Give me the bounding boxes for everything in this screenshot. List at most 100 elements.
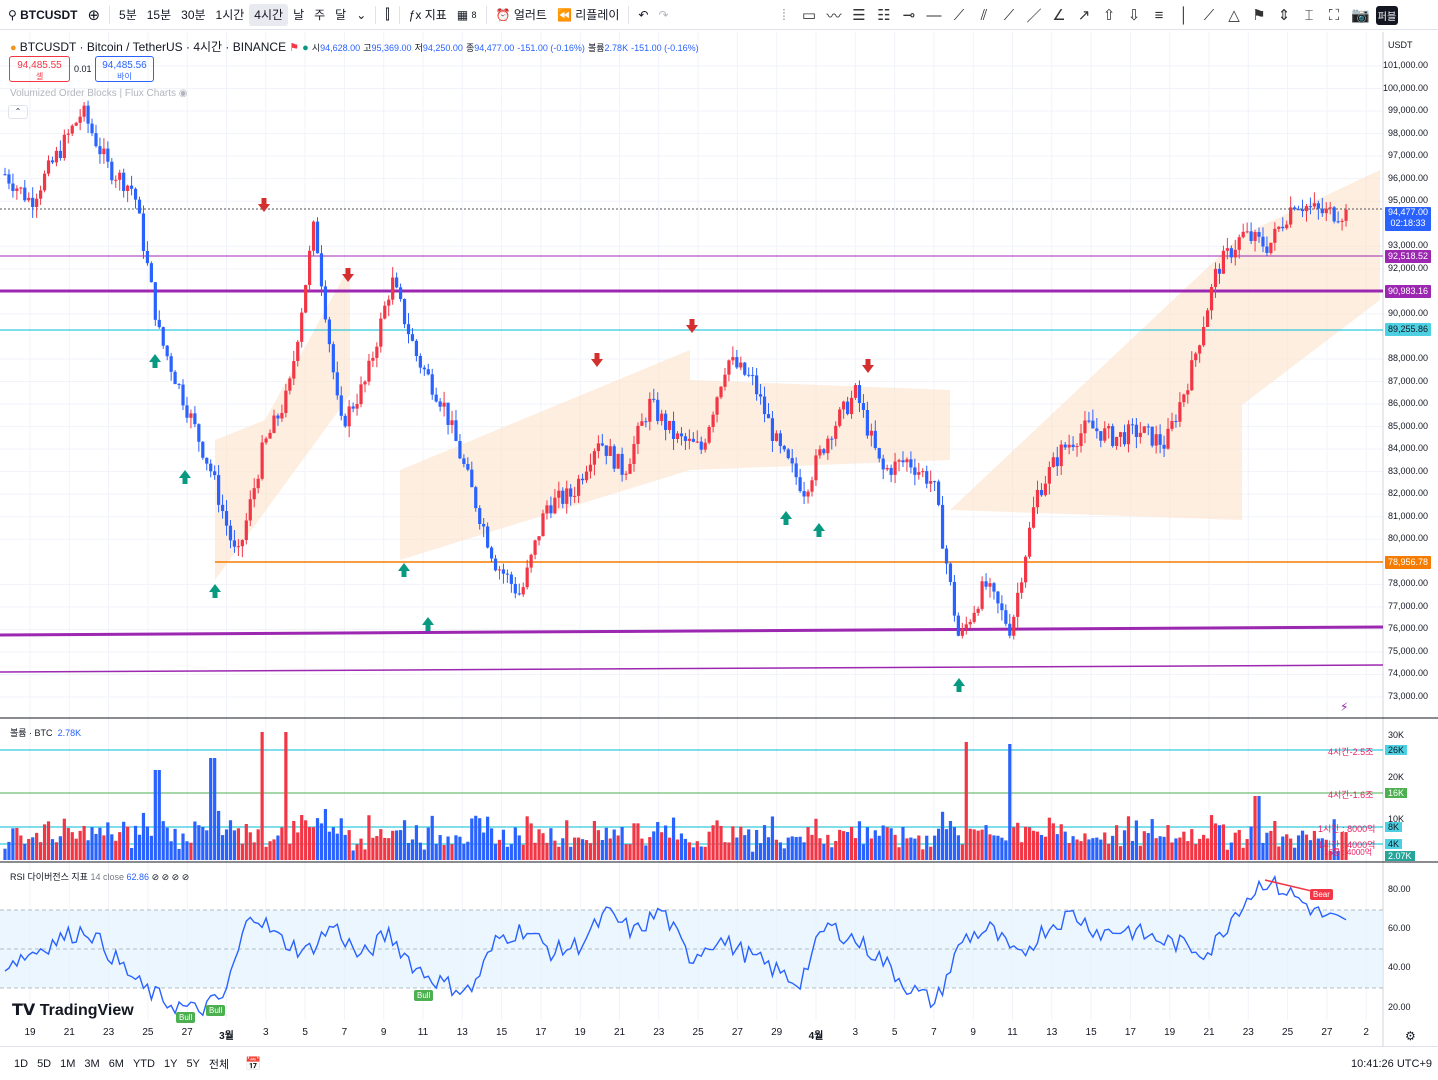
volume-bar bbox=[430, 815, 434, 860]
fullscreen-icon[interactable]: ⛶ bbox=[1328, 6, 1340, 24]
candle-body bbox=[644, 421, 648, 423]
range-ytd[interactable]: YTD bbox=[132, 1057, 155, 1070]
range-5d[interactable]: 5D bbox=[37, 1057, 52, 1070]
eye-icon[interactable]: ◉ bbox=[178, 88, 188, 99]
angle-tool-icon[interactable]: ∠ bbox=[1052, 7, 1066, 24]
interval-dropdown-icon[interactable]: ⌄ bbox=[356, 7, 367, 22]
trendline-tool-icon[interactable]: ⟋ bbox=[953, 6, 965, 24]
volume-bar bbox=[509, 844, 513, 860]
volume-bar bbox=[331, 827, 335, 860]
symbol-search[interactable]: ⚲ BTCUSDT bbox=[8, 7, 78, 22]
candle-body bbox=[1213, 268, 1218, 288]
interval-month[interactable]: 달 bbox=[335, 8, 347, 22]
fib-ext-tool-icon[interactable]: ☷ bbox=[877, 7, 891, 24]
candle-body bbox=[410, 334, 415, 341]
currency-label[interactable]: USDT bbox=[1388, 40, 1413, 50]
redo-icon[interactable]: ↷ bbox=[658, 7, 669, 22]
flag-tool-icon[interactable]: ⚑ bbox=[1252, 7, 1266, 24]
close-value: 94,477.00 bbox=[474, 43, 515, 53]
channel-tool-icon[interactable]: ⫽ bbox=[980, 6, 988, 24]
indicators-button[interactable]: ƒx 지표 bbox=[408, 7, 447, 23]
triangle-tool-icon[interactable]: △ bbox=[1228, 7, 1240, 24]
candle-body bbox=[54, 150, 59, 163]
rsi-settings-icons[interactable]: ⊘ ⊘ ⊘ ⊘ bbox=[151, 872, 190, 882]
interval-1h[interactable]: 1시간 bbox=[215, 8, 245, 22]
time-tick: 9 bbox=[380, 1027, 387, 1038]
pitchfork-tool-icon[interactable]: ⟋ bbox=[1003, 6, 1015, 24]
range-1d[interactable]: 1D bbox=[14, 1057, 29, 1070]
interval-week[interactable]: 주 bbox=[314, 8, 326, 22]
time-tick: 2 bbox=[1363, 1027, 1369, 1038]
range-3m[interactable]: 3M bbox=[84, 1057, 100, 1070]
interval-15m[interactable]: 15분 bbox=[146, 8, 172, 22]
tv-logo-icon: 𝗧𝗩 bbox=[12, 1002, 40, 1019]
layouts-button[interactable]: ▦ 8 bbox=[456, 7, 477, 22]
volume-bar bbox=[292, 820, 296, 860]
hline-ray-tool-icon[interactable]: ⊸ bbox=[902, 7, 916, 24]
chart-type-icon[interactable]: ⫿ bbox=[385, 6, 390, 22]
volume-bar bbox=[624, 844, 628, 860]
lightning-icon[interactable]: ⚡ bbox=[1340, 700, 1349, 714]
range-6m[interactable]: 6M bbox=[108, 1057, 124, 1070]
volume-bar bbox=[1130, 840, 1135, 860]
candle-body bbox=[1126, 424, 1131, 445]
buy-button[interactable]: 94,485.56 바이 bbox=[95, 56, 154, 82]
candle-body bbox=[466, 463, 470, 470]
volume-bar bbox=[545, 842, 549, 860]
drag-handle-icon[interactable]: ⁞ bbox=[781, 6, 787, 24]
brush-tool-icon[interactable]: ⟋ bbox=[1203, 6, 1215, 24]
rectangle-tool-icon[interactable]: ▭ bbox=[801, 7, 817, 24]
undo-icon[interactable]: ↶ bbox=[638, 7, 649, 22]
sell-signal-arrow bbox=[342, 268, 354, 282]
volume-bar bbox=[758, 843, 763, 860]
range-1m[interactable]: 1M bbox=[60, 1057, 76, 1070]
flag-icon[interactable]: ⚑ bbox=[289, 42, 300, 54]
candle-body bbox=[612, 446, 616, 469]
hline-tool-icon[interactable]: — bbox=[926, 6, 942, 24]
volume-bar bbox=[66, 828, 70, 860]
tradingview-logo[interactable]: 𝗧𝗩 TradingView bbox=[12, 1002, 134, 1019]
candle-body bbox=[402, 298, 407, 325]
buy-signal-arrow bbox=[780, 511, 792, 525]
alert-button[interactable]: ⏰ 얼러트 bbox=[495, 7, 547, 23]
text-tool-icon[interactable]: ≡ bbox=[1154, 6, 1164, 24]
arrow-tool-icon[interactable]: ↗ bbox=[1077, 7, 1091, 24]
interval-day[interactable]: 날 bbox=[293, 8, 305, 22]
time-axis-settings-icon[interactable]: ⚙ bbox=[1405, 1029, 1416, 1043]
ray-tool-icon[interactable]: ／ bbox=[1026, 7, 1042, 25]
chart-canvas[interactable] bbox=[0, 30, 1438, 1046]
volume-bar bbox=[410, 839, 415, 860]
candle-body bbox=[1253, 232, 1257, 241]
volume-bar bbox=[145, 826, 150, 860]
range-tool-icon[interactable]: ⇕ bbox=[1277, 7, 1291, 24]
volume-bar bbox=[790, 836, 794, 860]
clock-time: 10:41:26 UTC+9 bbox=[1350, 1057, 1432, 1070]
arrow-up-tool-icon[interactable]: ⇧ bbox=[1102, 7, 1116, 24]
sell-button[interactable]: 94,485.55 셀 bbox=[9, 56, 70, 82]
cursor-tool-icon[interactable]: ⌶ bbox=[1304, 6, 1314, 24]
volume-bar bbox=[1194, 844, 1198, 860]
candle-body bbox=[948, 563, 953, 582]
goto-date-icon[interactable]: 📅 bbox=[245, 1055, 262, 1071]
arrow-down-tool-icon[interactable]: ⇩ bbox=[1127, 7, 1141, 24]
time-tick: 21 bbox=[63, 1027, 75, 1038]
range-1y[interactable]: 1Y bbox=[163, 1057, 178, 1070]
range-5y[interactable]: 5Y bbox=[186, 1057, 200, 1070]
vline-tool-icon[interactable]: │ bbox=[1179, 6, 1189, 24]
volume-bar bbox=[1063, 831, 1067, 860]
candle-body bbox=[66, 133, 70, 135]
fib-tool-icon[interactable]: ☰ bbox=[852, 7, 866, 24]
camera-icon[interactable]: 📷 bbox=[1351, 7, 1370, 24]
publish-button[interactable]: 퍼블 bbox=[1376, 5, 1398, 25]
path-tool-icon[interactable]: 〰 bbox=[826, 7, 842, 25]
interval-30m[interactable]: 30분 bbox=[181, 8, 206, 22]
compare-button[interactable]: ⊕ bbox=[87, 6, 101, 24]
interval-4h[interactable]: 4시간 bbox=[249, 3, 289, 26]
replay-button[interactable]: ⏪ 리플레이 bbox=[556, 7, 620, 23]
candle-body bbox=[482, 524, 486, 527]
interval-5m[interactable]: 5분 bbox=[119, 8, 137, 22]
time-tick: 15 bbox=[496, 1027, 508, 1038]
volume-bar bbox=[925, 835, 929, 860]
collapse-legend-icon[interactable]: ⌃ bbox=[8, 105, 28, 119]
range-all[interactable]: 전체 bbox=[208, 1058, 230, 1071]
